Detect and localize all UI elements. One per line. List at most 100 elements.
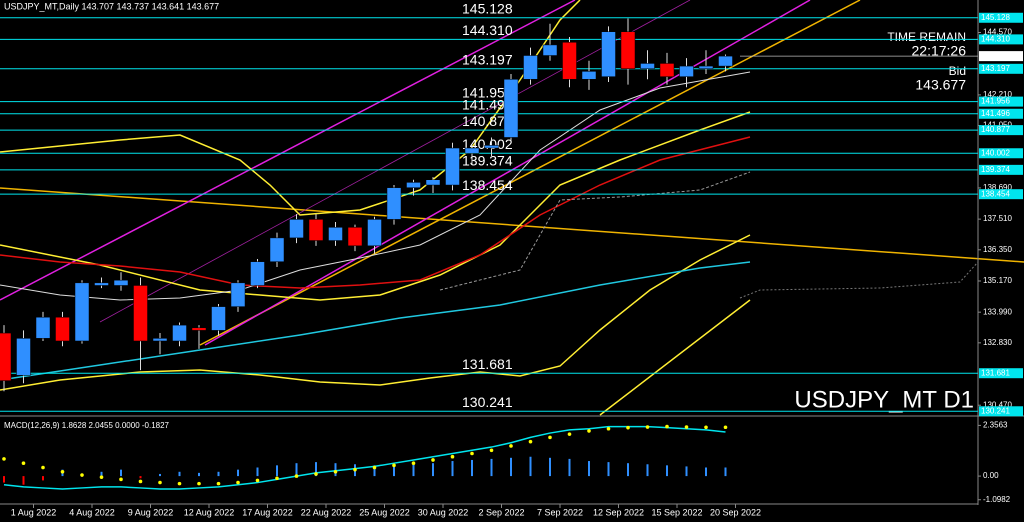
signal-dot [2, 457, 6, 461]
moving-average [0, 136, 751, 289]
macd-bar [627, 463, 629, 477]
candle-body [542, 44, 558, 56]
signal-dot [80, 473, 84, 477]
signal-dot [119, 477, 123, 482]
macd-bar [393, 465, 395, 477]
candle-body [503, 79, 519, 138]
candle-body [367, 219, 382, 247]
signal-dot [99, 475, 104, 479]
signal-dot [21, 461, 26, 465]
candle-body [347, 227, 363, 247]
bid-tag [979, 51, 1023, 62]
y-tick-label: 137.510 [983, 214, 1012, 223]
signal-dot [528, 439, 533, 444]
macd-bar [373, 465, 376, 477]
candle-body [718, 55, 733, 67]
signal-dot [626, 425, 630, 430]
x-tick-label: 17 Aug 2022 [242, 507, 293, 517]
bid-tag-label: 143.677 [981, 51, 1010, 60]
signal-dot [548, 435, 552, 440]
level-label: 145.128 [462, 0, 513, 16]
candle-body [55, 316, 70, 342]
level-label: 140.877 [462, 113, 513, 129]
y-tick-label: 132.830 [983, 338, 1012, 347]
level-tag-label: 141.496 [981, 109, 1010, 118]
macd-bar [646, 464, 649, 477]
level-tag-label: 138.454 [981, 189, 1010, 198]
macd-bar [295, 463, 298, 477]
candle-body [113, 279, 129, 286]
level-label: 138.454 [462, 177, 513, 193]
x-tick-label: 4 Aug 2022 [69, 507, 115, 517]
macd-bar [432, 463, 434, 477]
ichimoku-cloud [739, 261, 979, 299]
level-tag-label: 144.310 [981, 34, 1010, 43]
signal-dot [236, 480, 240, 485]
signal-dot [294, 474, 299, 478]
signal-dot [431, 458, 435, 462]
candle-body [328, 227, 343, 241]
level-tag [979, 63, 1023, 74]
indicator-overlays [0, 0, 1024, 416]
candle-body [308, 219, 324, 241]
signal-dot [333, 469, 338, 474]
macd-bar [315, 462, 317, 477]
signal-dot [353, 467, 357, 472]
y-tick-label: 138.690 [983, 183, 1012, 192]
candle-body [620, 31, 636, 69]
signal-dot [587, 429, 591, 433]
macd-bar [471, 459, 473, 477]
macd-bar [334, 463, 337, 477]
macd-bar [705, 467, 707, 477]
y-tick-label: 142.210 [983, 90, 1012, 99]
signal-dot [704, 425, 708, 430]
signal-dot [450, 454, 455, 459]
candle-body [35, 316, 51, 339]
macd-bar [22, 476, 25, 485]
bollinger-outer [599, 299, 751, 416]
candle-body [94, 282, 109, 286]
x-tick-label: 2 Sep 2022 [478, 507, 524, 517]
signal-dot [372, 465, 377, 470]
candle-body [211, 306, 226, 331]
macd-bar [510, 457, 512, 477]
level-tag [979, 368, 1023, 379]
macd-title: MACD(12,26,9) 1.8628 2.0455 0.0000 -0.18… [4, 421, 170, 430]
signal-dot [275, 476, 279, 481]
y-tick-label: -1.0982 [983, 495, 1011, 504]
moving-average [0, 71, 751, 301]
signal-dot [489, 448, 494, 453]
signal-dot [158, 480, 162, 485]
level-tag-label: 140.002 [981, 148, 1010, 157]
macd-bar [666, 465, 668, 477]
time-remain-label: TIME REMAIN [887, 30, 966, 44]
signal-dot [392, 463, 396, 468]
macd-bar [3, 476, 5, 483]
bollinger-middle [0, 111, 751, 301]
candle-body [425, 179, 441, 186]
level-tag-label: 141.956 [981, 97, 1010, 106]
bollinger-upper [0, 0, 581, 216]
candle-body [464, 147, 480, 154]
candle-body [172, 324, 187, 342]
y-tick-label: 2.3563 [983, 421, 1008, 430]
candle-body [16, 338, 31, 376]
macd-bar [120, 469, 122, 477]
level-tag [979, 189, 1023, 200]
time-remain: 22:17:26 [912, 43, 967, 59]
trend-line [0, 187, 1024, 263]
candle-body [484, 145, 499, 149]
level-tag-label: 140.877 [981, 125, 1010, 134]
macd-bar [139, 476, 142, 479]
macd-line [3, 425, 726, 490]
y-tick-label: 136.350 [983, 245, 1012, 254]
macd-bar [198, 472, 200, 477]
macd-bar [549, 457, 551, 477]
candle-body [640, 63, 655, 69]
channel-line [99, 0, 691, 323]
candle-body [523, 55, 538, 80]
candle-body [562, 42, 577, 80]
level-tag [979, 164, 1023, 175]
candle-body [659, 63, 675, 77]
